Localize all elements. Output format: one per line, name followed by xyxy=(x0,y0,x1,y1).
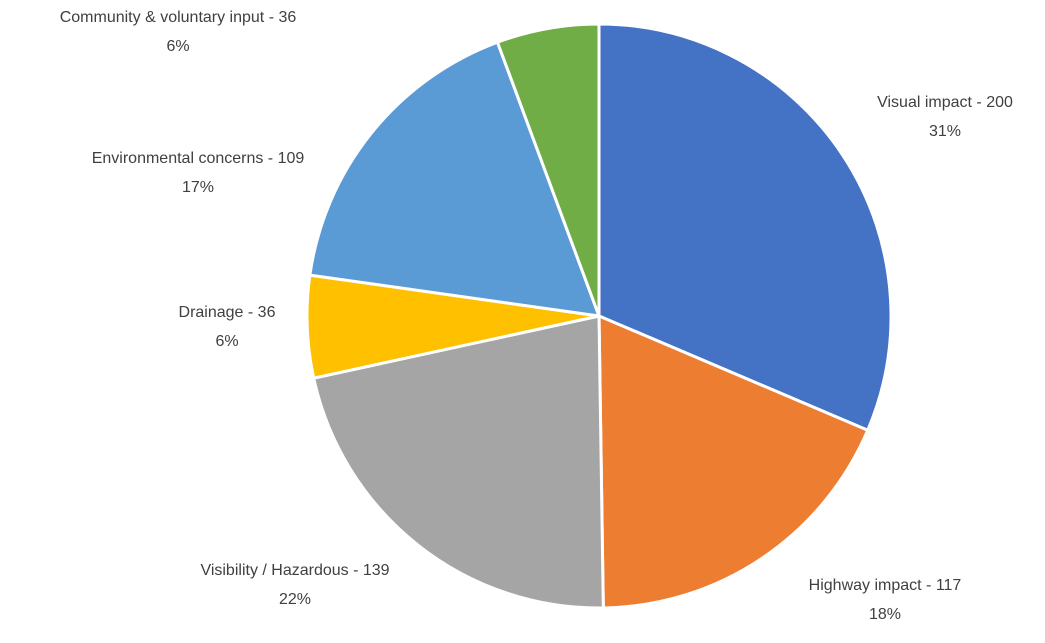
slice-label: Visibility / Hazardous - 139 xyxy=(200,562,390,579)
percent-label: 31% xyxy=(928,123,962,140)
pie-slice xyxy=(312,314,605,610)
percent-label: 6% xyxy=(215,333,239,350)
slice-label: Environmental concerns - 109 xyxy=(91,150,305,167)
pie-slice xyxy=(308,40,601,318)
percent-label: 22% xyxy=(278,591,312,608)
data-label: Visual impact - 200 31% xyxy=(815,88,1045,146)
data-label: Community & voluntary input - 36 6% xyxy=(8,3,348,61)
slice-label: Drainage - 36 xyxy=(178,304,276,321)
pie-slice xyxy=(495,22,601,318)
slice-label: Highway impact - 117 xyxy=(808,577,962,594)
data-label: Environmental concerns - 109 17% xyxy=(48,144,348,202)
slice-label: Community & voluntary input - 36 xyxy=(59,9,297,26)
data-label: Visibility / Hazardous - 139 22% xyxy=(195,556,395,614)
data-label: Drainage - 36 6% xyxy=(127,298,327,356)
percent-label: 18% xyxy=(868,606,902,623)
pie-slice xyxy=(597,314,870,610)
percent-label: 17% xyxy=(181,179,215,196)
percent-label: 6% xyxy=(166,38,190,55)
slice-label: Visual impact - 200 xyxy=(877,94,1013,111)
pie-slice xyxy=(597,22,893,432)
data-label: Highway impact - 117 18% xyxy=(755,571,1015,629)
